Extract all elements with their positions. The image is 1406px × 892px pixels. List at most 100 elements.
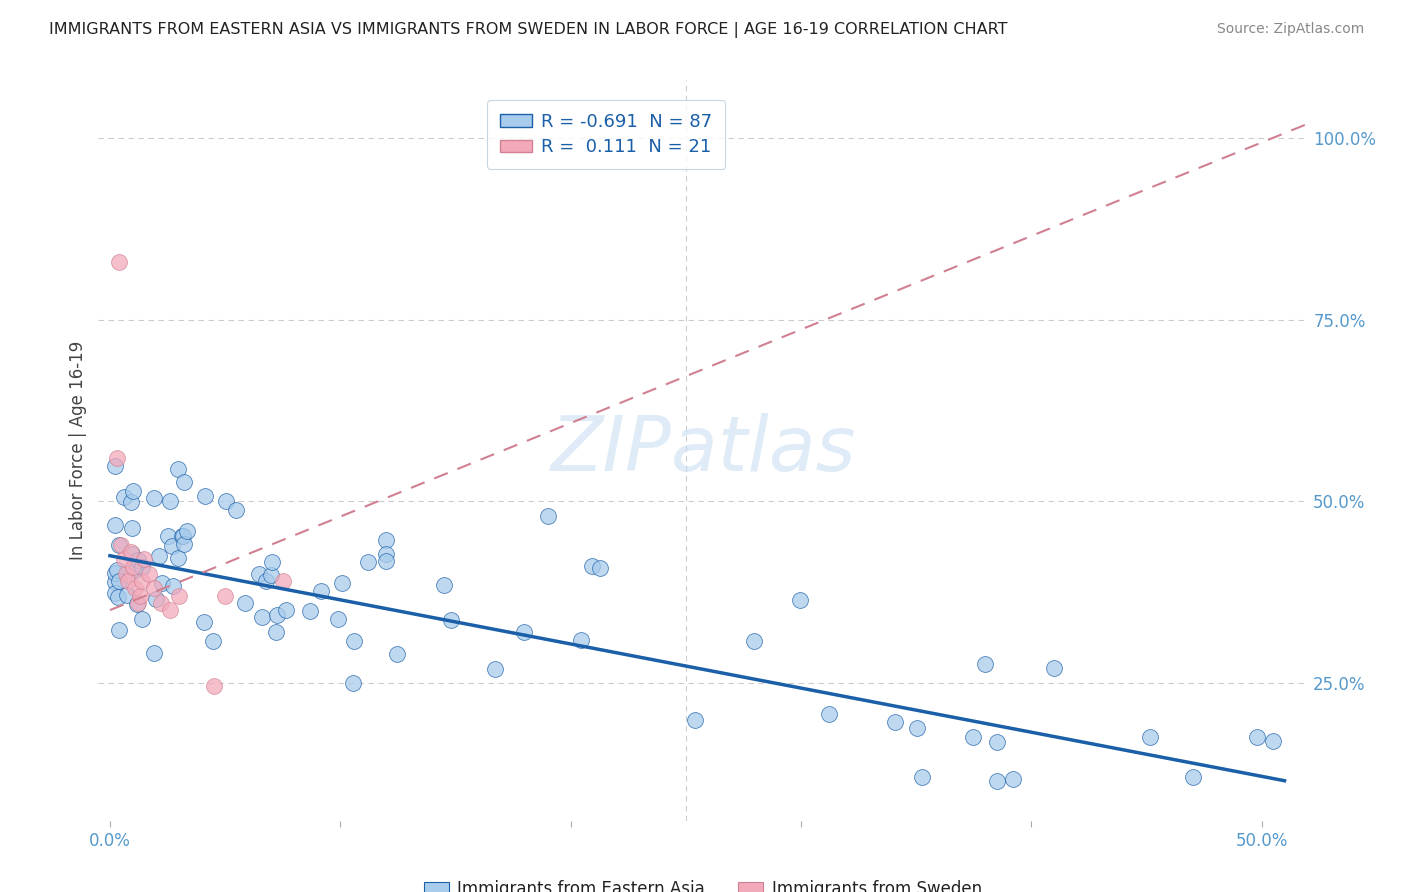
- Point: [148, 549, 170, 563]
- Point: [170, 528, 193, 542]
- Point: [201, 634, 224, 648]
- Point: [513, 624, 536, 639]
- Point: [264, 624, 287, 639]
- Point: [986, 734, 1008, 748]
- Point: [1043, 661, 1066, 675]
- Point: [266, 607, 288, 622]
- Point: [1139, 730, 1161, 744]
- Point: [173, 475, 195, 490]
- Point: [160, 540, 183, 554]
- Point: [103, 517, 125, 532]
- Point: [260, 567, 283, 582]
- Point: [375, 547, 398, 561]
- Point: [112, 552, 135, 566]
- Point: [262, 555, 284, 569]
- Point: [309, 583, 332, 598]
- Point: [131, 612, 153, 626]
- Point: [167, 589, 190, 603]
- Point: [142, 582, 165, 596]
- Point: [131, 574, 153, 588]
- Point: [145, 592, 167, 607]
- Point: [818, 706, 841, 721]
- Point: [162, 578, 184, 592]
- Point: [247, 566, 270, 581]
- Point: [271, 574, 294, 588]
- Point: [1182, 770, 1205, 784]
- Point: [112, 491, 135, 505]
- Point: [103, 459, 125, 474]
- Point: [176, 524, 198, 538]
- Point: [103, 586, 125, 600]
- Point: [131, 560, 153, 574]
- Point: [103, 574, 125, 589]
- Point: [120, 545, 142, 559]
- Point: [433, 577, 456, 591]
- Point: [142, 646, 165, 660]
- Point: [357, 556, 380, 570]
- Point: [1001, 772, 1024, 786]
- Point: [134, 552, 156, 566]
- Point: [298, 604, 321, 618]
- Point: [193, 615, 215, 629]
- Point: [138, 566, 160, 581]
- Point: [973, 657, 995, 671]
- Point: [342, 633, 364, 648]
- Point: [962, 731, 984, 745]
- Point: [105, 564, 128, 578]
- Point: [225, 503, 247, 517]
- Point: [105, 450, 128, 465]
- Point: [127, 553, 149, 567]
- Point: [440, 613, 463, 627]
- Point: [536, 508, 558, 523]
- Point: [124, 563, 146, 577]
- Point: [172, 529, 194, 543]
- Point: [569, 633, 592, 648]
- Point: [742, 634, 765, 648]
- Point: [167, 462, 190, 476]
- Point: [375, 554, 398, 568]
- Point: [375, 533, 398, 547]
- Point: [108, 624, 131, 638]
- Point: [167, 551, 190, 566]
- Point: [202, 679, 225, 693]
- Point: [115, 566, 138, 581]
- Point: [233, 596, 256, 610]
- Point: [159, 603, 181, 617]
- Point: [115, 588, 138, 602]
- Point: [108, 254, 131, 268]
- Point: [108, 538, 131, 552]
- Point: [214, 589, 236, 603]
- Point: [254, 574, 277, 589]
- Point: [103, 566, 125, 580]
- Point: [108, 574, 131, 589]
- Point: [274, 603, 297, 617]
- Text: IMMIGRANTS FROM EASTERN ASIA VS IMMIGRANTS FROM SWEDEN IN LABOR FORCE | AGE 16-1: IMMIGRANTS FROM EASTERN ASIA VS IMMIGRAN…: [49, 22, 1008, 38]
- Legend: Immigrants from Eastern Asia, Immigrants from Sweden: Immigrants from Eastern Asia, Immigrants…: [418, 873, 988, 892]
- Point: [125, 597, 148, 611]
- Point: [884, 714, 907, 729]
- Point: [330, 576, 353, 591]
- Point: [124, 582, 146, 596]
- Point: [250, 609, 273, 624]
- Point: [128, 589, 150, 603]
- Point: [685, 713, 707, 727]
- Text: Source: ZipAtlas.com: Source: ZipAtlas.com: [1216, 22, 1364, 37]
- Point: [1246, 730, 1268, 744]
- Point: [110, 538, 132, 552]
- Point: [121, 547, 143, 561]
- Point: [121, 521, 143, 535]
- Point: [142, 491, 165, 506]
- Point: [150, 575, 173, 590]
- Point: [326, 612, 349, 626]
- Point: [215, 494, 238, 508]
- Point: [120, 495, 142, 509]
- Point: [127, 596, 149, 610]
- Point: [122, 559, 145, 574]
- Point: [173, 537, 195, 551]
- Text: ZIPatlas: ZIPatlas: [550, 414, 856, 487]
- Point: [911, 770, 934, 784]
- Point: [117, 574, 139, 588]
- Point: [107, 590, 129, 604]
- Point: [387, 648, 409, 662]
- Point: [905, 721, 928, 735]
